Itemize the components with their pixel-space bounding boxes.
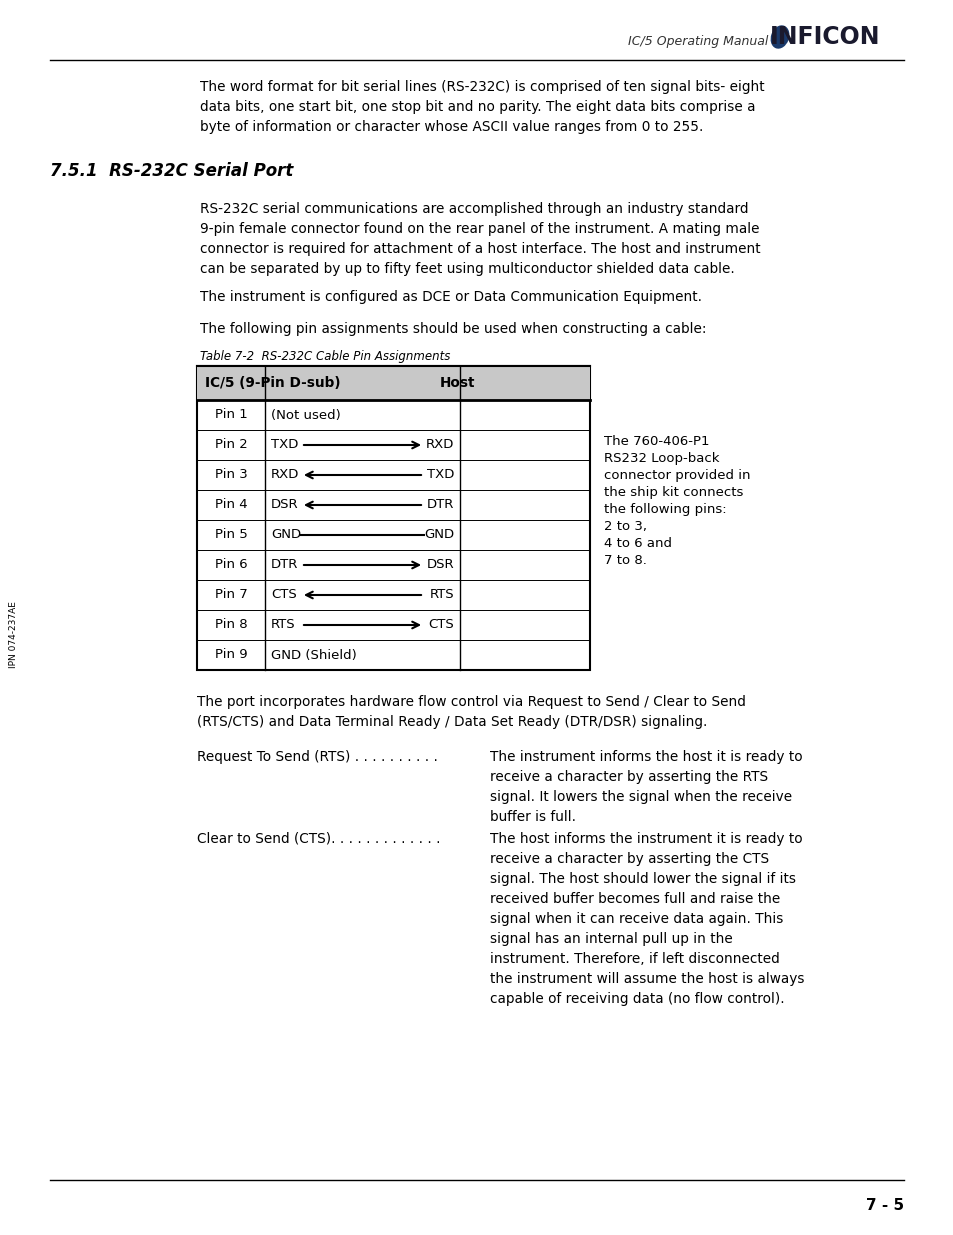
Text: Pin 6: Pin 6 <box>214 558 247 572</box>
Text: connector provided in: connector provided in <box>603 469 750 482</box>
Text: Pin 8: Pin 8 <box>214 619 247 631</box>
Text: Pin 5: Pin 5 <box>214 529 247 541</box>
Text: RTS: RTS <box>271 619 295 631</box>
Text: INFICON: INFICON <box>769 25 879 49</box>
Text: Pin 1: Pin 1 <box>214 409 247 421</box>
Text: Host: Host <box>439 375 475 390</box>
Text: Table 7-2  RS-232C Cable Pin Assignments: Table 7-2 RS-232C Cable Pin Assignments <box>200 350 450 363</box>
Text: 7 to 8.: 7 to 8. <box>603 555 646 567</box>
Text: RS232 Loop-back: RS232 Loop-back <box>603 452 719 466</box>
Text: The instrument is configured as DCE or Data Communication Equipment.: The instrument is configured as DCE or D… <box>200 290 701 304</box>
Text: CTS: CTS <box>271 589 296 601</box>
Bar <box>196 366 589 671</box>
Text: the following pins:: the following pins: <box>603 503 726 516</box>
Text: The port incorporates hardware flow control via Request to Send / Clear to Send
: The port incorporates hardware flow cont… <box>196 695 745 729</box>
Text: Clear to Send (CTS). . . . . . . . . . . . .: Clear to Send (CTS). . . . . . . . . . .… <box>196 832 440 846</box>
Text: DSR: DSR <box>271 499 298 511</box>
Text: Pin 7: Pin 7 <box>214 589 247 601</box>
Text: IC/5 (9-Pin D-sub): IC/5 (9-Pin D-sub) <box>205 375 340 390</box>
Text: TXD: TXD <box>426 468 454 482</box>
Text: GND (Shield): GND (Shield) <box>271 648 356 662</box>
Text: RXD: RXD <box>425 438 454 452</box>
Text: IPN 074-237AE: IPN 074-237AE <box>10 601 18 668</box>
Ellipse shape <box>770 25 788 48</box>
Bar <box>196 366 589 400</box>
Text: Request To Send (RTS) . . . . . . . . . .: Request To Send (RTS) . . . . . . . . . … <box>196 750 437 764</box>
Text: The 760-406-P1: The 760-406-P1 <box>603 435 709 448</box>
Text: TXD: TXD <box>271 438 298 452</box>
Text: DTR: DTR <box>426 499 454 511</box>
Text: CTS: CTS <box>428 619 454 631</box>
Text: GND: GND <box>271 529 301 541</box>
Text: GND: GND <box>423 529 454 541</box>
Text: The word format for bit serial lines (RS-232C) is comprised of ten signal bits- : The word format for bit serial lines (RS… <box>200 80 763 135</box>
Text: The instrument informs the host it is ready to
receive a character by asserting : The instrument informs the host it is re… <box>490 750 801 824</box>
Text: The host informs the instrument it is ready to
receive a character by asserting : The host informs the instrument it is re… <box>490 832 803 1007</box>
Text: Pin 3: Pin 3 <box>214 468 247 482</box>
Text: RS-232C serial communications are accomplished through an industry standard
9-pi: RS-232C serial communications are accomp… <box>200 203 760 277</box>
Text: Pin 4: Pin 4 <box>214 499 247 511</box>
Text: RTS: RTS <box>429 589 454 601</box>
Text: (Not used): (Not used) <box>271 409 340 421</box>
Text: DTR: DTR <box>271 558 298 572</box>
Text: IC/5 Operating Manual: IC/5 Operating Manual <box>627 36 767 48</box>
Text: 4 to 6 and: 4 to 6 and <box>603 537 671 550</box>
Text: Pin 2: Pin 2 <box>214 438 247 452</box>
Text: 2 to 3,: 2 to 3, <box>603 520 646 534</box>
Text: 7.5.1  RS-232C Serial Port: 7.5.1 RS-232C Serial Port <box>50 162 294 180</box>
Text: the ship kit connects: the ship kit connects <box>603 487 742 499</box>
Text: The following pin assignments should be used when constructing a cable:: The following pin assignments should be … <box>200 322 706 336</box>
Text: DSR: DSR <box>426 558 454 572</box>
Text: Pin 9: Pin 9 <box>214 648 247 662</box>
Text: RXD: RXD <box>271 468 299 482</box>
Text: 7 - 5: 7 - 5 <box>865 1198 903 1213</box>
